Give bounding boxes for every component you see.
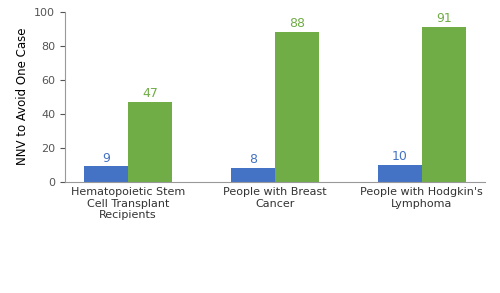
Bar (378, 165, 422, 182)
Text: 47: 47 (142, 87, 158, 100)
Text: 8: 8 (249, 153, 257, 166)
Text: 9: 9 (102, 152, 110, 165)
Bar (422, 27, 466, 182)
Text: 91: 91 (436, 12, 452, 25)
Bar (128, 102, 172, 182)
Bar (275, 32, 319, 182)
Y-axis label: NNV to Avoid One Case: NNV to Avoid One Case (16, 28, 28, 166)
Bar (84, 166, 128, 182)
Text: 88: 88 (289, 17, 305, 30)
Bar (231, 168, 275, 182)
Text: 10: 10 (392, 150, 408, 163)
